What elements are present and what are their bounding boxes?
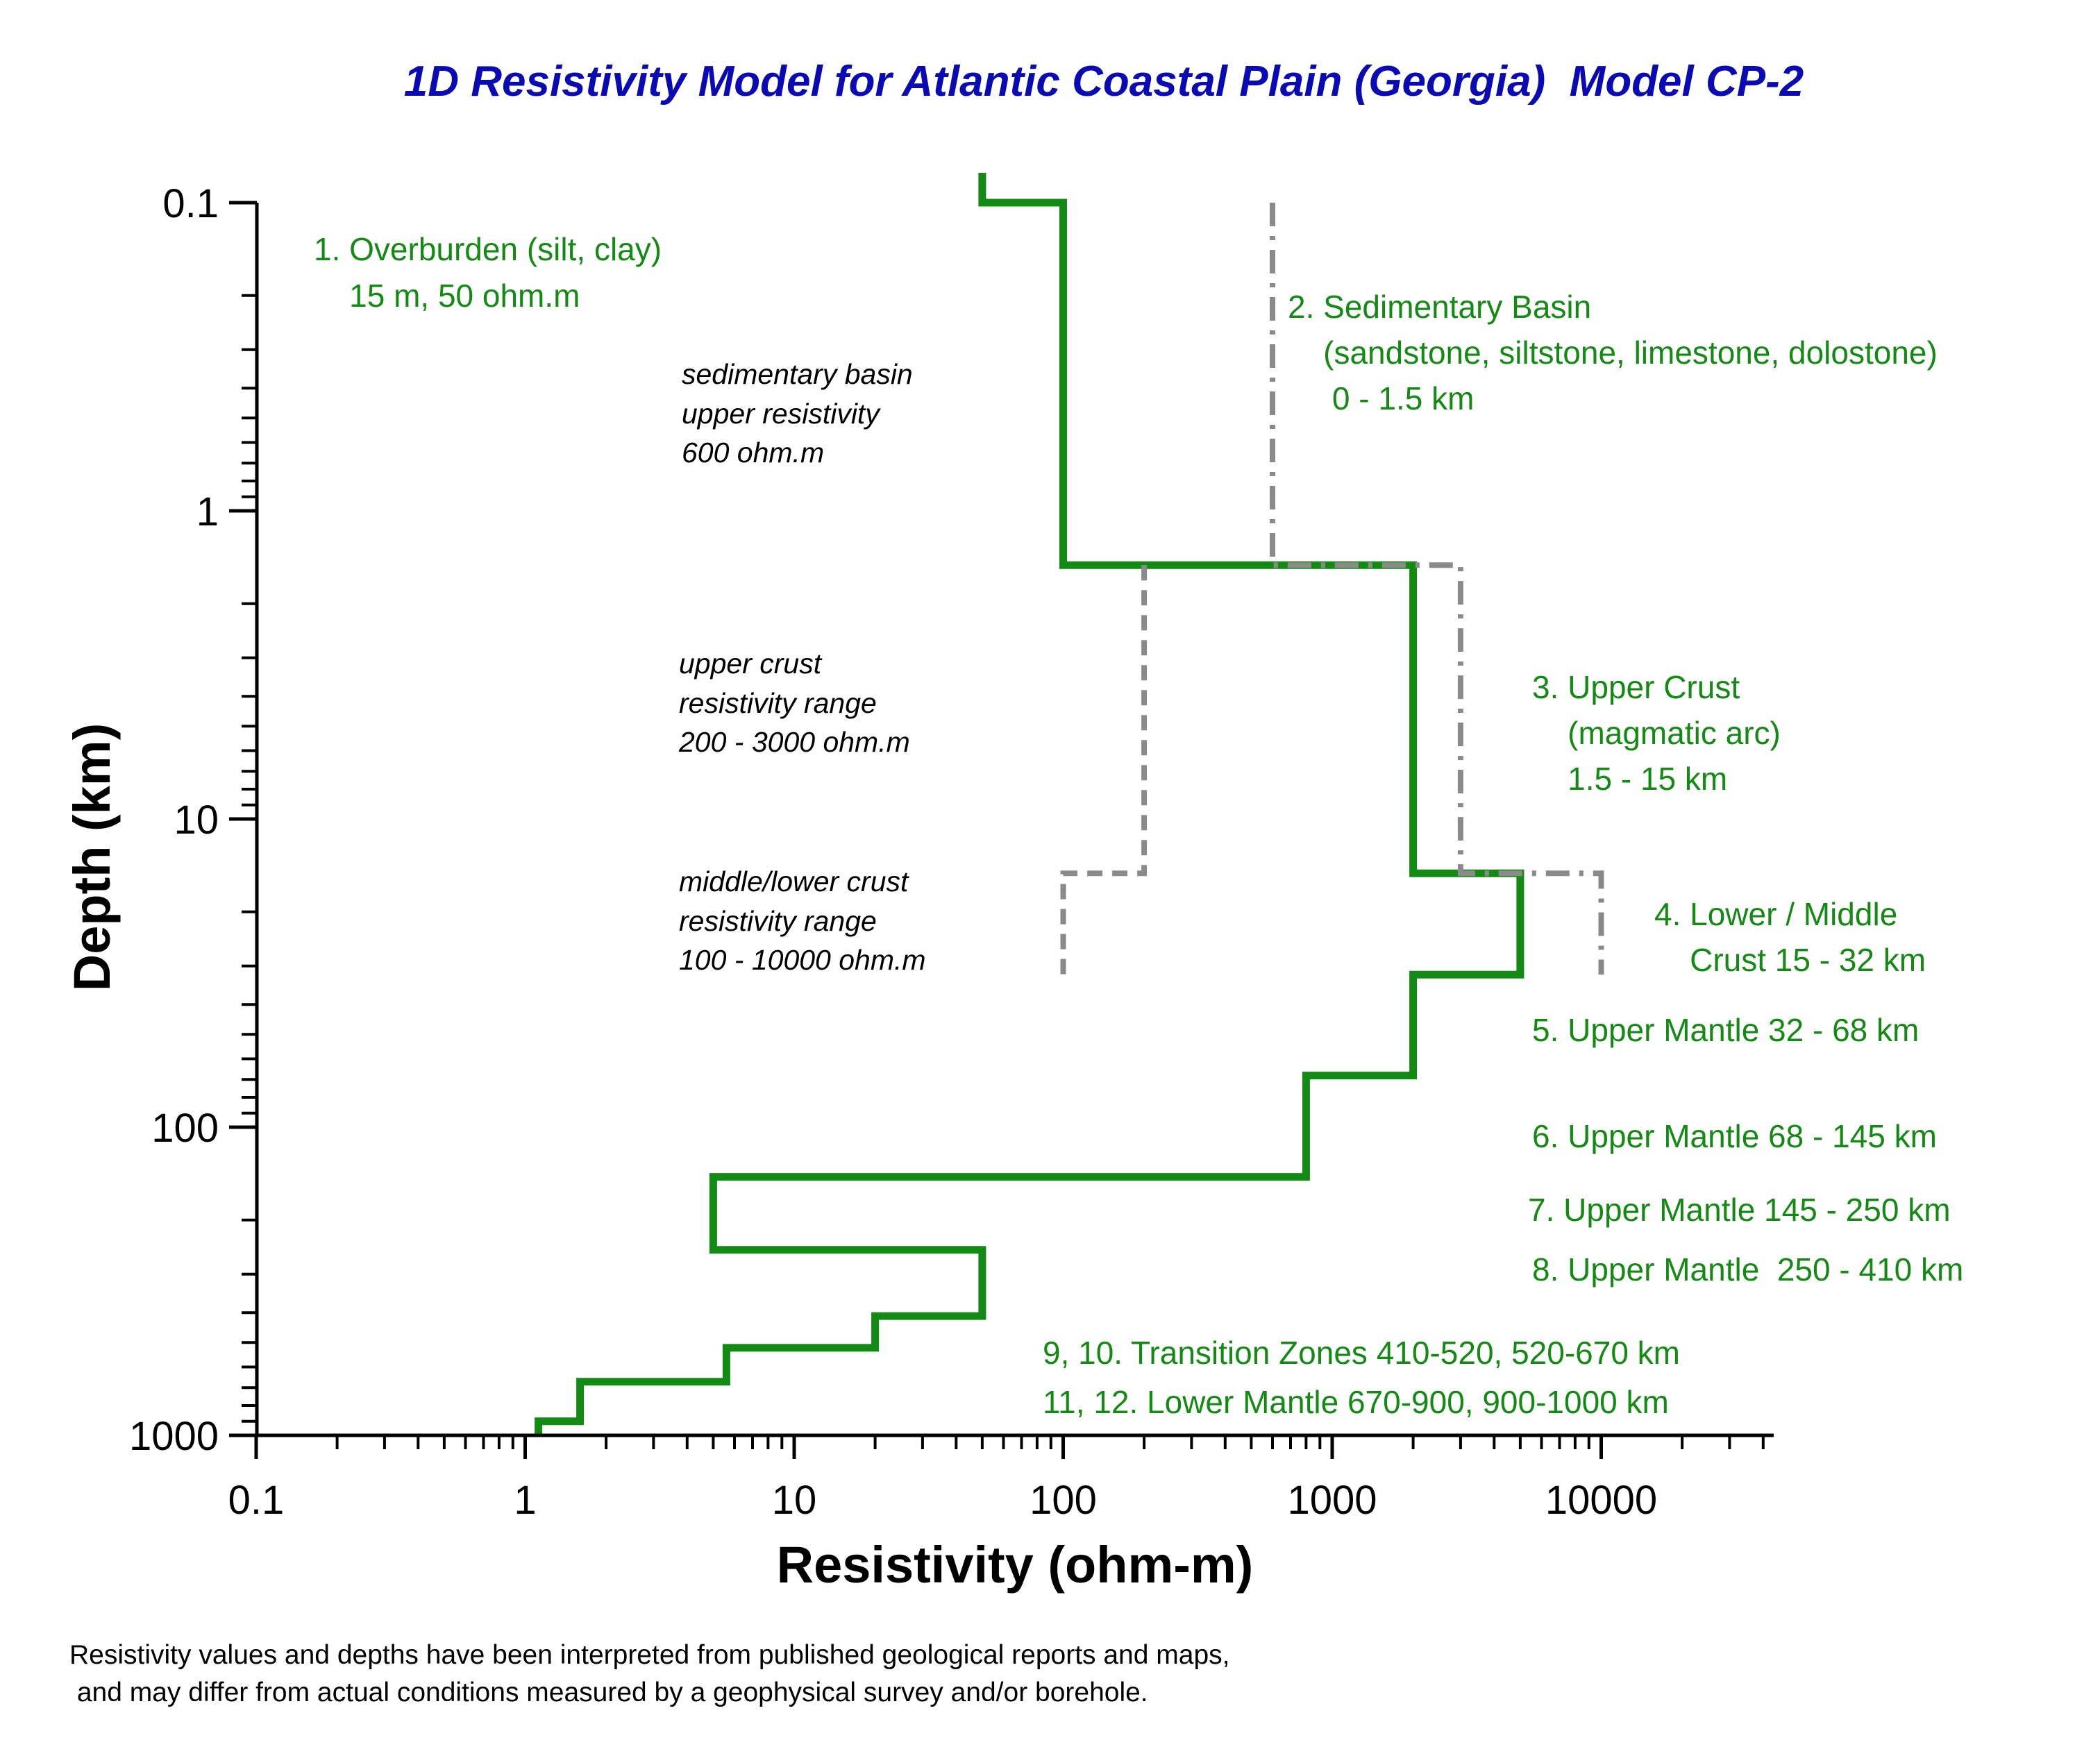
lower-crust-annotation: 4. Lower / Middle Crust 15 - 32 km — [1654, 896, 1926, 978]
x-tick-label: 10 — [772, 1478, 817, 1523]
y-axis-label: Depth (km) — [63, 723, 121, 991]
footnote: Resistivity values and depths have been … — [69, 1640, 1229, 1707]
upper-crust-note: upper crust resistivity range 200 - 3000… — [678, 648, 910, 758]
sed-basin-line-2: (sandstone, siltstone, limestone, dolost… — [1288, 335, 1938, 371]
sed-basin-line-1: 2. Sedimentary Basin — [1288, 289, 1591, 325]
x-tick-label: 1 — [514, 1478, 536, 1523]
y-tick-label: 1 — [196, 489, 219, 534]
overburden-annotation: 1. Overburden (silt, clay) 15 m, 50 ohm.… — [0, 0, 706, 314]
overburden-line-1: 1. Overburden (silt, clay) — [314, 231, 662, 267]
sed-basin-note: sedimentary basin upper resistivity 600 … — [682, 358, 921, 468]
crust-note-line-3: 200 - 3000 ohm.m — [678, 726, 910, 758]
y-tick-label: 10 — [174, 797, 219, 843]
sed-basin-annotation: 2. Sedimentary Basin (sandstone, siltsto… — [0, 0, 1982, 416]
series-line-3 — [1060, 565, 1148, 975]
x-tick-label: 10000 — [1545, 1478, 1657, 1523]
footnote-line-2: and may differ from actual conditions me… — [69, 1678, 1148, 1707]
x-tick-label: 100 — [1030, 1478, 1097, 1523]
crust-note-line-2: resistivity range — [679, 687, 877, 719]
transition-annotation: 9, 10. Transition Zones 410-520, 520-670… — [1043, 1335, 1680, 1371]
footnote-line-1: Resistivity values and depths have been … — [69, 1640, 1229, 1670]
axes-layer — [229, 201, 1774, 1459]
sed-note-line-2: upper resistivity — [682, 398, 881, 430]
x-axis-label: Resistivity (ohm-m) — [777, 1536, 1254, 1594]
mid-note-line-1: middle/lower crust — [679, 866, 909, 897]
series-layer — [535, 173, 1604, 1435]
overburden-line-2: 15 m, 50 ohm.m — [314, 278, 580, 314]
mid-note-line-2: resistivity range — [679, 905, 877, 937]
mantle-7-annotation: 7. Upper Mantle 145 - 250 km — [1528, 1192, 1951, 1228]
upper-crust-line-2: (magmatic arc) — [1532, 715, 1781, 751]
tick-labels: 0.1 1 10 100 1000 10000 0.1 1 10 100 1000 — [129, 181, 1657, 1523]
series-line-2 — [1270, 203, 1604, 975]
y-tick-label: 100 — [151, 1106, 219, 1151]
mantle-8-annotation: 8. Upper Mantle 250 - 410 km — [1532, 1251, 1963, 1288]
mid-note-line-3: 100 - 10000 ohm.m — [679, 944, 926, 976]
sed-note-line-3: 600 ohm.m — [682, 437, 824, 468]
x-tick-label: 1000 — [1287, 1478, 1377, 1523]
x-tick-label: 0.1 — [228, 1478, 285, 1523]
lower-crust-line-1: 4. Lower / Middle — [1654, 896, 1897, 932]
lower-crust-line-2: Crust 15 - 32 km — [1654, 942, 1926, 978]
mantle-5-annotation: 5. Upper Mantle 32 - 68 km — [1532, 1012, 1919, 1048]
lower-mantle-annotation: 11, 12. Lower Mantle 670-900, 900-1000 k… — [1043, 1384, 1669, 1420]
middle-lower-crust-note: middle/lower crust resistivity range 100… — [679, 866, 926, 976]
y-tick-label: 1000 — [129, 1414, 219, 1459]
sed-basin-line-3: 0 - 1.5 km — [1288, 380, 1474, 416]
mantle-6-annotation: 6. Upper Mantle 68 - 145 km — [1532, 1118, 1937, 1154]
chart-title: 1D Resistivity Model for Atlantic Coasta… — [404, 58, 1804, 105]
upper-crust-annotation: 3. Upper Crust (magmatic arc) 1.5 - 15 k… — [0, 0, 1825, 797]
crust-note-line-1: upper crust — [679, 648, 823, 679]
y-tick-label: 0.1 — [162, 181, 219, 226]
upper-crust-line-3: 1.5 - 15 km — [1532, 761, 1727, 797]
upper-crust-line-1: 3. Upper Crust — [1532, 669, 1740, 705]
sed-note-line-1: sedimentary basin — [682, 358, 913, 390]
